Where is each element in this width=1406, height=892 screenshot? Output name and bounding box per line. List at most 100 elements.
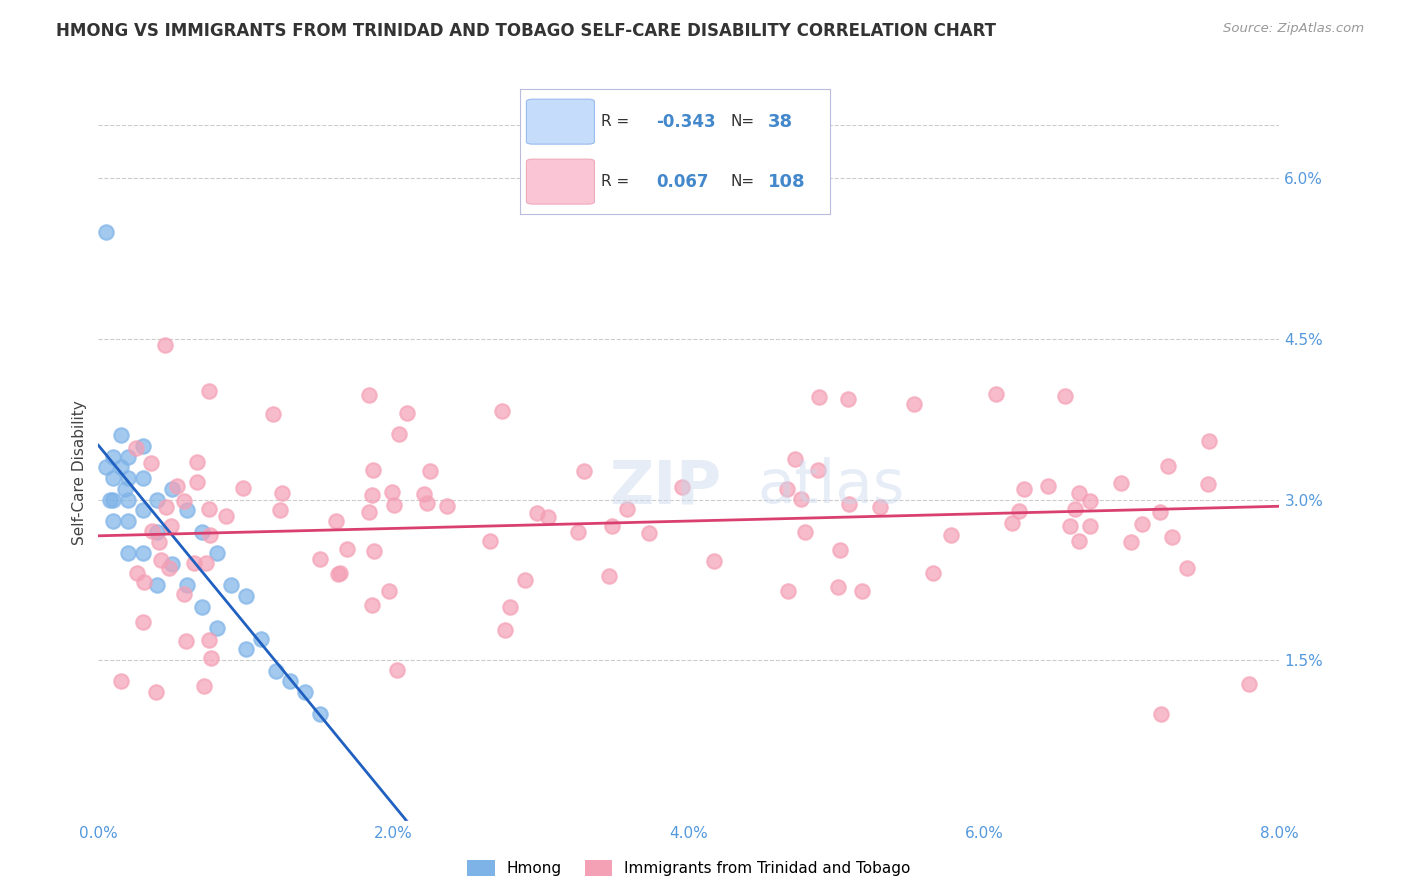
Text: N=: N= (731, 174, 755, 189)
Point (219, 578, 242, 592)
Point (269, 503, 291, 517)
Point (838, 497, 860, 511)
Point (600, 518, 623, 533)
Point (1067, 533, 1090, 548)
Point (132, 471, 155, 485)
Point (294, 685, 316, 699)
Point (270, 485, 292, 500)
Point (309, 552, 332, 566)
Point (1054, 389, 1077, 403)
Point (197, 502, 219, 516)
Point (162, 482, 183, 496)
Text: -0.343: -0.343 (657, 112, 716, 130)
Point (479, 534, 502, 549)
Point (191, 524, 214, 539)
Point (193, 679, 215, 693)
Point (703, 554, 725, 568)
Point (671, 480, 693, 494)
Text: ZIP: ZIP (609, 458, 721, 516)
Text: 0.067: 0.067 (657, 173, 709, 191)
Point (1160, 530, 1182, 544)
Point (141, 524, 163, 538)
Legend: Hmong, Immigrants from Trinidad and Tobago: Hmong, Immigrants from Trinidad and Toba… (461, 855, 917, 882)
Point (416, 496, 439, 510)
Text: atlas: atlas (756, 458, 904, 516)
Point (1149, 506, 1171, 520)
Point (198, 633, 221, 648)
Text: R =: R = (600, 114, 628, 129)
Point (395, 406, 418, 420)
Point (146, 492, 169, 507)
Point (807, 462, 830, 476)
Point (117, 492, 139, 507)
Point (110, 428, 132, 442)
Point (141, 456, 163, 470)
Point (117, 514, 139, 528)
Point (162, 557, 183, 571)
Point (1014, 482, 1036, 496)
Point (186, 475, 208, 489)
Point (360, 488, 382, 502)
Point (132, 439, 155, 453)
Point (160, 518, 183, 533)
Point (830, 542, 852, 557)
Point (1078, 494, 1101, 508)
Point (145, 684, 167, 698)
Point (1008, 503, 1031, 517)
Point (262, 407, 284, 421)
Point (198, 384, 221, 398)
Point (103, 450, 125, 464)
FancyBboxPatch shape (526, 159, 595, 204)
Point (110, 673, 132, 688)
Point (191, 599, 214, 614)
Point (776, 583, 799, 598)
Point (150, 553, 173, 567)
FancyBboxPatch shape (526, 99, 595, 145)
Point (329, 566, 352, 580)
Point (155, 337, 177, 351)
Text: Source: ZipAtlas.com: Source: ZipAtlas.com (1223, 22, 1364, 36)
Point (103, 514, 125, 528)
Text: 108: 108 (768, 173, 806, 191)
Point (837, 392, 859, 407)
Point (232, 481, 254, 495)
Point (851, 584, 873, 599)
Point (155, 500, 177, 515)
Point (357, 388, 380, 402)
Point (903, 397, 925, 411)
Text: N=: N= (731, 114, 755, 129)
Point (146, 578, 169, 592)
Point (198, 528, 221, 542)
Point (183, 556, 205, 570)
Point (148, 534, 170, 549)
Text: R =: R = (600, 174, 628, 189)
Point (377, 584, 399, 599)
Point (790, 492, 813, 507)
Point (922, 566, 945, 581)
Point (513, 574, 536, 588)
Point (176, 578, 198, 592)
Point (1237, 677, 1260, 691)
Point (166, 478, 188, 492)
Point (132, 503, 155, 517)
Point (186, 455, 208, 469)
Text: 38: 38 (768, 112, 793, 130)
Point (103, 492, 125, 507)
Point (436, 499, 458, 513)
Point (1130, 516, 1153, 531)
Point (1121, 535, 1143, 549)
Point (278, 674, 302, 689)
Point (132, 574, 155, 589)
Point (117, 546, 139, 560)
Point (215, 508, 238, 523)
Point (385, 663, 408, 677)
Point (336, 542, 359, 557)
Point (1150, 706, 1173, 721)
Point (94, 460, 117, 475)
Point (491, 404, 513, 418)
Point (567, 525, 589, 540)
Point (361, 462, 384, 476)
Point (1157, 459, 1180, 474)
Point (1064, 502, 1087, 516)
Point (808, 390, 831, 404)
